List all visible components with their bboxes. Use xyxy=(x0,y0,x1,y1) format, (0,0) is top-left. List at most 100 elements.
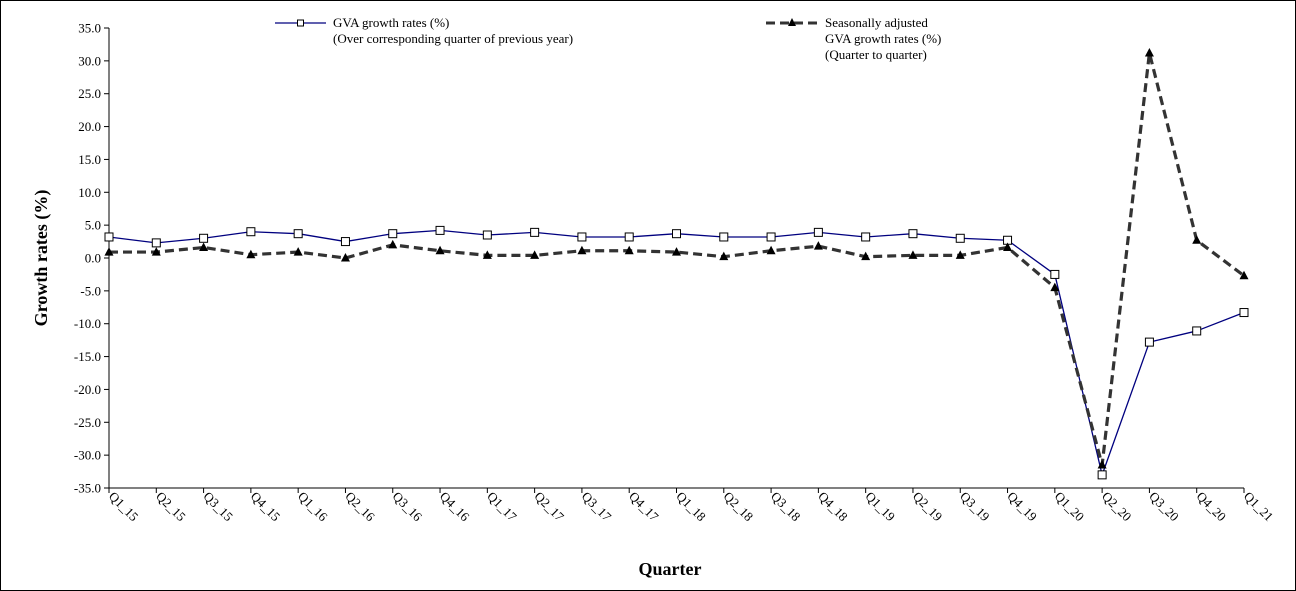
data-point xyxy=(908,250,918,259)
data-point xyxy=(813,227,823,237)
data-point xyxy=(246,227,256,237)
data-point xyxy=(435,245,445,255)
x-tick-label: Q4_19 xyxy=(1004,489,1040,525)
x-tick-label: Q4_18 xyxy=(815,489,851,525)
x-tick-label: Q2_20 xyxy=(1099,489,1135,525)
x-tick-label: Q3_20 xyxy=(1146,489,1182,525)
data-point xyxy=(482,250,492,259)
x-tick-label: Q1_20 xyxy=(1052,489,1088,525)
data-point xyxy=(1097,470,1107,480)
data-point xyxy=(530,227,540,237)
series-line xyxy=(109,51,1245,467)
x-tick-label: Q3_16 xyxy=(390,489,426,525)
data-point xyxy=(577,232,587,242)
legend-label-gva: GVA growth rates (%) xyxy=(333,15,449,30)
data-point xyxy=(104,232,114,242)
data-point xyxy=(199,233,209,243)
x-tick-label: Q2_15 xyxy=(153,489,189,525)
y-tick-label: 25.0 xyxy=(78,86,101,101)
legend-label-seasonal-line2: GVA growth rates (%) xyxy=(825,31,941,46)
x-tick-label: Q4_15 xyxy=(248,489,284,525)
data-point xyxy=(1003,242,1013,251)
legend-marker-triangle xyxy=(788,18,796,26)
series-line xyxy=(108,229,1245,476)
x-tick-label: Q4_20 xyxy=(1194,489,1230,525)
data-point xyxy=(340,253,350,262)
y-tick-label: 15.0 xyxy=(78,152,101,167)
legend-marker-square xyxy=(297,19,304,27)
x-tick-label: Q4_16 xyxy=(437,489,473,525)
data-point xyxy=(577,245,587,255)
data-point xyxy=(199,242,209,251)
data-point xyxy=(246,249,256,259)
data-point xyxy=(672,247,681,256)
y-axis-title: Growth rates (%) xyxy=(31,190,52,327)
data-point xyxy=(1192,235,1202,244)
series-layer xyxy=(104,47,1249,480)
x-tick-label: Q2_18 xyxy=(721,489,757,525)
legend-entry-seasonal: Seasonally adjusted GVA growth rates (%)… xyxy=(766,15,941,62)
y-axis-ticks: -35.0 -30.0 -25.0 -20.0 -15.0 -10.0 -5.0 0.0 5.0… xyxy=(74,21,109,496)
legend-label-seasonal-line3: (Quarter to quarter) xyxy=(825,47,927,62)
y-tick-label: 35.0 xyxy=(78,21,101,36)
x-tick-label: Q1_18 xyxy=(673,489,709,525)
x-tick-label: Q3_18 xyxy=(768,489,804,525)
y-tick-label: 0.0 xyxy=(85,251,101,266)
y-tick-label: 10.0 xyxy=(78,185,101,200)
x-tick-label: Q3_19 xyxy=(957,489,993,525)
series-1 xyxy=(104,225,1249,480)
data-point xyxy=(766,245,776,255)
y-tick-label: 30.0 xyxy=(78,53,101,68)
y-tick-label: 5.0 xyxy=(85,218,101,233)
y-tick-label: -15.0 xyxy=(74,349,101,364)
data-point xyxy=(624,232,634,242)
x-tick-label: Q2_16 xyxy=(342,489,378,525)
data-point xyxy=(813,241,823,250)
data-point xyxy=(1144,47,1154,57)
data-point xyxy=(151,247,161,256)
data-point xyxy=(293,247,303,256)
data-point xyxy=(908,229,918,239)
y-tick-label: -20.0 xyxy=(74,382,101,397)
axes xyxy=(108,28,1244,489)
x-tick-label: Q2_19 xyxy=(910,489,946,525)
data-point xyxy=(388,239,398,249)
y-tick-label: -10.0 xyxy=(74,316,101,331)
data-point xyxy=(719,251,729,261)
y-tick-label: 20.0 xyxy=(78,119,101,134)
data-point xyxy=(340,237,350,247)
data-point xyxy=(482,230,492,240)
y-tick-label: -35.0 xyxy=(74,481,101,496)
legend: GVA growth rates (%) (Over corresponding… xyxy=(275,15,941,62)
data-point xyxy=(861,232,871,242)
x-axis-title: Quarter xyxy=(639,559,702,579)
legend-label-seasonal: Seasonally adjusted xyxy=(825,15,928,30)
x-tick-label: Q1_16 xyxy=(295,489,331,525)
data-point xyxy=(955,233,965,243)
data-point xyxy=(1192,326,1202,336)
series-2 xyxy=(104,47,1249,469)
data-point xyxy=(672,229,681,239)
y-tick-label: -25.0 xyxy=(74,415,101,430)
data-point xyxy=(955,250,965,259)
data-point xyxy=(766,232,776,242)
data-point xyxy=(1239,308,1249,318)
data-point xyxy=(530,250,540,259)
x-axis-ticks: Q1_15 Q2_15 Q3_15 Q4_15 Q1_16 Q2_16 Q3_16 Q4_16… xyxy=(106,488,1277,524)
x-tick-label: Q1_19 xyxy=(863,489,899,525)
data-point xyxy=(435,225,445,235)
data-point xyxy=(151,238,161,248)
x-tick-label: Q1_21 xyxy=(1241,489,1277,525)
data-point xyxy=(624,245,634,255)
x-tick-label: Q3_17 xyxy=(579,489,615,525)
x-tick-label: Q1_15 xyxy=(106,489,142,525)
data-point xyxy=(388,229,398,239)
x-tick-label: Q2_17 xyxy=(532,489,568,525)
data-point xyxy=(104,247,114,256)
x-tick-label: Q1_17 xyxy=(484,489,520,525)
data-point xyxy=(1097,460,1107,469)
y-tick-label: -30.0 xyxy=(74,448,101,463)
data-point xyxy=(1050,269,1060,279)
